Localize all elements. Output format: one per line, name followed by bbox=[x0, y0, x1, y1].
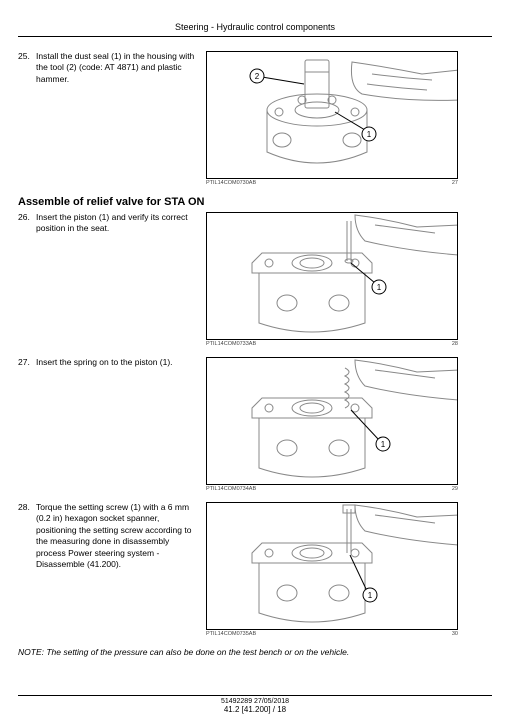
step-text: Insert the piston (1) and verify its cor… bbox=[36, 212, 206, 235]
section-title: Assemble of relief valve for STA ON bbox=[18, 196, 492, 208]
page: Steering - Hydraulic control components … bbox=[0, 0, 510, 724]
figure-svg-2: 1 bbox=[207, 213, 458, 340]
step-figure: 1 PTIL14COM0735AB 30 bbox=[206, 502, 492, 637]
figure-num: 30 bbox=[452, 631, 458, 637]
figure-svg-4: 1 bbox=[207, 503, 458, 630]
callout-1: 1 bbox=[368, 591, 373, 600]
figure-caption: PTIL14COM0734AB 29 bbox=[206, 486, 458, 492]
step: 27. Insert the spring on to the piston (… bbox=[18, 357, 492, 492]
figure-frame: 1 bbox=[206, 502, 458, 630]
figure-svg-3: 1 bbox=[207, 358, 458, 485]
step-number: 28. bbox=[18, 502, 36, 512]
page-header: Steering - Hydraulic control components bbox=[18, 22, 492, 32]
callout-1: 1 bbox=[367, 130, 372, 139]
step-figure: 1 PTIL14COM0734AB 29 bbox=[206, 357, 492, 492]
figure-num: 29 bbox=[452, 486, 458, 492]
figure-frame: 1 bbox=[206, 357, 458, 485]
footer-divider bbox=[18, 695, 492, 696]
header-title: Steering - Hydraulic control components bbox=[175, 22, 335, 32]
step: 26. Insert the piston (1) and verify its… bbox=[18, 212, 492, 347]
footer-line1: 51492289 27/05/2018 bbox=[18, 698, 492, 705]
figure-caption: PTIL14COM0735AB 30 bbox=[206, 631, 458, 637]
step-figure: 2 1 PTIL14COM0730AB 27 bbox=[206, 51, 492, 186]
callout-1: 1 bbox=[377, 283, 382, 292]
header-divider bbox=[18, 36, 492, 37]
step-figure: 1 PTIL14COM0733AB 28 bbox=[206, 212, 492, 347]
page-footer: 51492289 27/05/2018 41.2 [41.200] / 18 bbox=[18, 695, 492, 714]
figure-ref: PTIL14COM0734AB bbox=[206, 486, 256, 492]
figure-svg-1: 2 1 bbox=[207, 52, 458, 179]
step: 28. Torque the setting screw (1) with a … bbox=[18, 502, 492, 637]
figure-num: 28 bbox=[452, 341, 458, 347]
callout-1: 1 bbox=[381, 440, 386, 449]
footer-line2: 41.2 [41.200] / 18 bbox=[18, 705, 492, 714]
callout-2: 2 bbox=[255, 72, 260, 81]
figure-ref: PTIL14COM0735AB bbox=[206, 631, 256, 637]
note-text: NOTE: The setting of the pressure can al… bbox=[18, 647, 492, 657]
figure-frame: 1 bbox=[206, 212, 458, 340]
step: 25. Install the dust seal (1) in the hou… bbox=[18, 51, 492, 186]
figure-caption: PTIL14COM0730AB 27 bbox=[206, 180, 458, 186]
step-number: 25. bbox=[18, 51, 36, 61]
figure-ref: PTIL14COM0733AB bbox=[206, 341, 256, 347]
figure-ref: PTIL14COM0730AB bbox=[206, 180, 256, 186]
step-text: Insert the spring on to the piston (1). bbox=[36, 357, 206, 368]
step-number: 26. bbox=[18, 212, 36, 222]
step-text: Torque the setting screw (1) with a 6 mm… bbox=[36, 502, 206, 571]
figure-caption: PTIL14COM0733AB 28 bbox=[206, 341, 458, 347]
figure-num: 27 bbox=[452, 180, 458, 186]
step-text: Install the dust seal (1) in the housing… bbox=[36, 51, 206, 85]
step-number: 27. bbox=[18, 357, 36, 367]
figure-frame: 2 1 bbox=[206, 51, 458, 179]
